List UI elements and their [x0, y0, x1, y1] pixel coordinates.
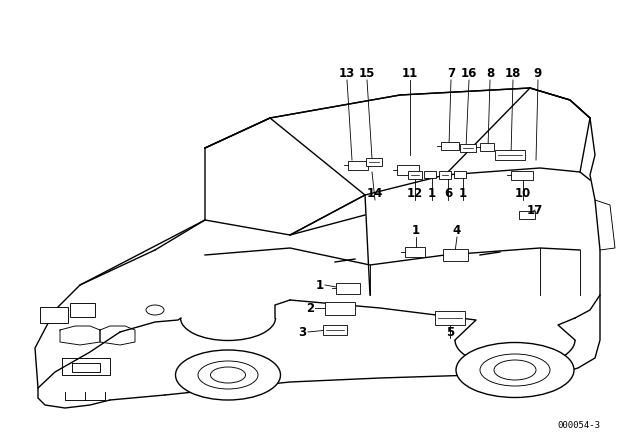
- FancyBboxPatch shape: [439, 171, 451, 179]
- Text: 7: 7: [447, 66, 455, 79]
- Ellipse shape: [198, 361, 258, 389]
- FancyBboxPatch shape: [442, 249, 467, 261]
- FancyBboxPatch shape: [460, 144, 476, 152]
- FancyBboxPatch shape: [435, 311, 465, 325]
- Text: 18: 18: [505, 66, 521, 79]
- FancyBboxPatch shape: [408, 171, 422, 179]
- FancyBboxPatch shape: [325, 302, 355, 314]
- Text: 8: 8: [486, 66, 494, 79]
- FancyBboxPatch shape: [424, 171, 436, 177]
- FancyBboxPatch shape: [480, 143, 494, 151]
- Text: 11: 11: [402, 66, 418, 79]
- FancyBboxPatch shape: [511, 171, 533, 180]
- Text: 1: 1: [459, 186, 467, 199]
- Text: 000054-3: 000054-3: [557, 421, 600, 430]
- FancyBboxPatch shape: [70, 303, 95, 317]
- Text: 3: 3: [298, 326, 306, 339]
- FancyBboxPatch shape: [323, 325, 347, 335]
- Text: 1: 1: [412, 224, 420, 237]
- Text: 17: 17: [527, 203, 543, 216]
- FancyBboxPatch shape: [495, 150, 525, 160]
- Text: 5: 5: [446, 326, 454, 339]
- Text: 9: 9: [534, 66, 542, 79]
- Text: 16: 16: [461, 66, 477, 79]
- FancyBboxPatch shape: [454, 171, 466, 177]
- FancyBboxPatch shape: [348, 160, 368, 169]
- FancyBboxPatch shape: [397, 165, 419, 175]
- FancyBboxPatch shape: [441, 142, 459, 150]
- Text: 13: 13: [339, 66, 355, 79]
- Text: 14: 14: [367, 186, 383, 199]
- Text: 12: 12: [407, 186, 423, 199]
- Text: 4: 4: [453, 224, 461, 237]
- FancyBboxPatch shape: [519, 211, 535, 219]
- FancyBboxPatch shape: [405, 247, 425, 257]
- Text: 2: 2: [306, 302, 314, 314]
- Text: 15: 15: [359, 66, 375, 79]
- Text: 6: 6: [444, 186, 452, 199]
- Text: 1: 1: [316, 279, 324, 292]
- Ellipse shape: [211, 367, 246, 383]
- Ellipse shape: [494, 360, 536, 380]
- Polygon shape: [35, 88, 600, 390]
- FancyBboxPatch shape: [40, 307, 68, 323]
- FancyBboxPatch shape: [336, 283, 360, 293]
- FancyBboxPatch shape: [366, 158, 382, 166]
- Ellipse shape: [146, 305, 164, 315]
- Text: 1: 1: [428, 186, 436, 199]
- Text: 10: 10: [515, 186, 531, 199]
- Ellipse shape: [456, 343, 574, 397]
- Ellipse shape: [175, 350, 280, 400]
- Ellipse shape: [480, 354, 550, 386]
